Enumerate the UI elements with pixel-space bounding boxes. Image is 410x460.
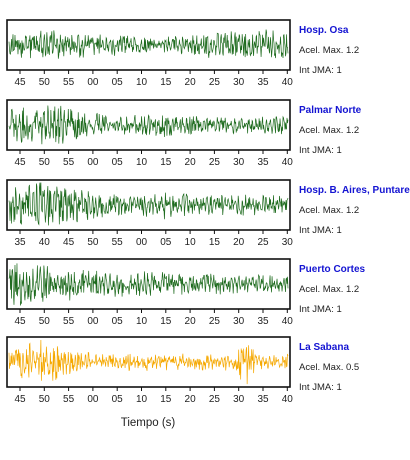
peak-acceleration: Acel. Max. 1.2 — [299, 45, 359, 56]
tick-label: 00 — [87, 316, 99, 327]
series-line — [8, 29, 289, 59]
tick-label: 05 — [160, 237, 172, 248]
tick-label: 55 — [63, 316, 75, 327]
tick-label: 50 — [39, 394, 51, 405]
tick-label: 20 — [233, 237, 245, 248]
station-name: Hosp. B. Aires, Puntare — [299, 185, 410, 196]
tick-label: 30 — [233, 394, 245, 405]
tick-label: 45 — [14, 77, 26, 88]
jma-intensity: Int JMA: 1 — [299, 382, 342, 393]
x-axis: 35 40 45 50 55 00 05 10 15 20 25 30 — [14, 230, 293, 248]
x-axis: 45 50 55 00 05 10 15 20 25 30 35 40 — [14, 150, 293, 168]
series-line — [8, 182, 289, 226]
peak-acceleration: Acel. Max. 1.2 — [299, 125, 359, 136]
tick-label: 35 — [257, 394, 269, 405]
tick-label: 05 — [112, 157, 124, 168]
tick-label: 15 — [160, 394, 172, 405]
tick-label: 20 — [185, 77, 197, 88]
panel: 45 50 55 00 05 10 15 20 25 30 35 40 Palmar Norte Acel… — [6, 99, 362, 168]
x-axis: 45 50 55 00 05 10 15 20 25 30 35 40 — [14, 309, 293, 327]
station-name: Hosp. Osa — [299, 25, 349, 36]
tick-label: 15 — [160, 157, 172, 168]
tick-label: 45 — [14, 394, 26, 405]
tick-label: 15 — [209, 237, 221, 248]
tick-label: 30 — [233, 157, 245, 168]
tick-label: 05 — [112, 316, 124, 327]
tick-label: 35 — [257, 157, 269, 168]
panel: 45 50 55 00 05 10 15 20 25 30 35 40 Puerto Cortes Ace… — [6, 258, 366, 327]
tick-label: 25 — [209, 77, 221, 88]
panel-frame — [6, 19, 291, 71]
tick-label: 35 — [257, 316, 269, 327]
tick-label: 15 — [160, 316, 172, 327]
tick-label: 50 — [39, 316, 51, 327]
panel: 45 50 55 00 05 10 15 20 25 30 35 40 La Sabana Acel. M… — [6, 336, 359, 405]
tick-label: 55 — [63, 157, 75, 168]
panel-frame — [6, 336, 291, 388]
tick-label: 10 — [136, 157, 148, 168]
panels: 45 50 55 00 05 10 15 20 25 30 35 40 Hosp. Osa Acel. M… — [6, 19, 410, 405]
tick-label: 35 — [257, 77, 269, 88]
jma-intensity: Int JMA: 1 — [299, 145, 342, 156]
panel-frame — [6, 258, 291, 310]
panel: 35 40 45 50 55 00 05 10 15 20 25 30 Hosp. B. Aires, … — [6, 179, 410, 248]
tick-label: 25 — [209, 394, 221, 405]
tick-label: 55 — [112, 237, 124, 248]
tick-label: 20 — [185, 394, 197, 405]
series-line — [8, 105, 289, 145]
x-axis-title: Tiempo (s) — [121, 417, 176, 429]
tick-label: 10 — [136, 316, 148, 327]
tick-label: 00 — [87, 394, 99, 405]
tick-label: 05 — [112, 77, 124, 88]
jma-intensity: Int JMA: 1 — [299, 304, 342, 315]
tick-label: 30 — [233, 77, 245, 88]
tick-label: 30 — [282, 237, 294, 248]
tick-label: 45 — [14, 157, 26, 168]
tick-label: 10 — [185, 237, 197, 248]
panel-frame — [6, 179, 291, 231]
jma-intensity: Int JMA: 1 — [299, 65, 342, 76]
tick-label: 40 — [282, 316, 294, 327]
x-axis: 45 50 55 00 05 10 15 20 25 30 35 40 — [14, 70, 293, 88]
tick-label: 10 — [136, 394, 148, 405]
tick-label: 00 — [87, 157, 99, 168]
tick-label: 50 — [39, 157, 51, 168]
station-name: La Sabana — [299, 342, 349, 353]
tick-label: 15 — [160, 77, 172, 88]
tick-label: 40 — [39, 237, 51, 248]
tick-label: 40 — [282, 157, 294, 168]
tick-label: 55 — [63, 394, 75, 405]
tick-label: 50 — [39, 77, 51, 88]
tick-label: 45 — [14, 316, 26, 327]
tick-label: 55 — [63, 77, 75, 88]
series-line — [8, 263, 289, 306]
peak-acceleration: Acel. Max. 1.2 — [299, 205, 359, 216]
tick-label: 35 — [14, 237, 26, 248]
peak-acceleration: Acel. Max. 0.5 — [299, 362, 359, 373]
tick-label: 30 — [233, 316, 245, 327]
tick-label: 00 — [136, 237, 148, 248]
tick-label: 20 — [185, 157, 197, 168]
panel: 45 50 55 00 05 10 15 20 25 30 35 40 Hosp. Osa Acel. M… — [6, 19, 359, 88]
tick-label: 25 — [209, 157, 221, 168]
tick-label: 40 — [282, 77, 294, 88]
tick-label: 25 — [209, 316, 221, 327]
jma-intensity: Int JMA: 1 — [299, 225, 342, 236]
tick-label: 05 — [112, 394, 124, 405]
x-axis: 45 50 55 00 05 10 15 20 25 30 35 40 — [14, 387, 293, 405]
tick-label: 10 — [136, 77, 148, 88]
tick-label: 00 — [87, 77, 99, 88]
series-line — [8, 340, 289, 385]
tick-label: 25 — [257, 237, 269, 248]
panel-frame — [6, 99, 291, 151]
tick-label: 45 — [63, 237, 75, 248]
tick-label: 20 — [185, 316, 197, 327]
station-name: Palmar Norte — [299, 105, 362, 116]
tick-label: 50 — [87, 237, 99, 248]
peak-acceleration: Acel. Max. 1.2 — [299, 284, 359, 295]
tick-label: 40 — [282, 394, 294, 405]
station-name: Puerto Cortes — [299, 264, 366, 275]
